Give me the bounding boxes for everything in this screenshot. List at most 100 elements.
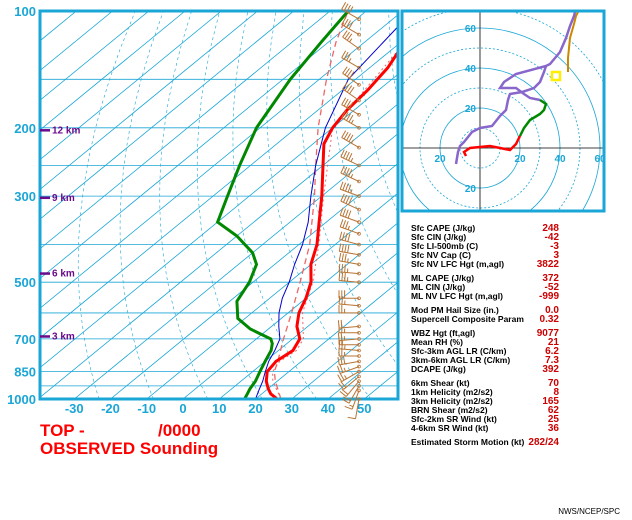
- wind-barb: [342, 66, 361, 87]
- isotherm--60: [40, 43, 398, 339]
- index-value: -999: [539, 291, 559, 302]
- index-value: 70: [548, 378, 560, 389]
- index-row: DCAPE (J/kg) 392: [411, 364, 559, 375]
- index-row: Sfc CIN (J/kg) -42: [411, 232, 559, 243]
- virtual-temperature-trace: [272, 49, 398, 399]
- index-row: Sfc-3km AGL LR (C/km) 6.2: [411, 346, 559, 357]
- index-row: Mod PM Hail Size (in.) 0.0: [411, 305, 559, 316]
- index-value: 21: [548, 337, 560, 348]
- index-value: 9077: [537, 328, 560, 339]
- index-label: DCAPE (J/kg): [411, 364, 466, 374]
- pressure-tick-label: 700: [14, 332, 36, 347]
- index-label: Estimated Storm Motion (kt): [411, 437, 525, 447]
- index-row: 3km Helicity (m2/s2) 165: [411, 396, 559, 407]
- index-row: Sfc LI-500mb (C) -3: [411, 241, 559, 252]
- wind-barb: [341, 17, 361, 37]
- dewpoint-trace: [215, 11, 350, 399]
- height-marker-label: 6 km: [52, 269, 75, 280]
- index-value: 3: [553, 250, 559, 261]
- hodograph-ring-labels: 20 20 40 40 60 60 20 20: [434, 24, 606, 195]
- pressure-tick-label: 300: [14, 189, 36, 204]
- index-label: Mean RH (%): [411, 337, 463, 347]
- index-value: 6.2: [545, 346, 559, 357]
- isotherm--80: [40, 11, 367, 280]
- index-label: Sfc NV Cap (C): [411, 250, 471, 260]
- hodograph-ring-label: 20: [514, 154, 526, 165]
- index-label: 6km Shear (kt): [411, 378, 470, 388]
- wind-barb: [341, 97, 361, 117]
- index-label: Sfc CAPE (J/kg): [411, 223, 475, 233]
- isotherm--110: [40, 11, 258, 190]
- index-value: -52: [545, 282, 560, 293]
- dry-adiabat: [298, 11, 398, 366]
- index-label: BRN Shear (m2/s2): [411, 405, 488, 415]
- isotherm--20: [110, 162, 398, 399]
- wind-barb: [347, 397, 361, 420]
- hodograph-orange-trace: [567, 11, 580, 72]
- index-row: 6km Shear (kt) 70: [411, 378, 559, 389]
- index-row: WBZ Hgt (ft,agl) 9077: [411, 328, 559, 339]
- index-label: ML CIN (J/kg): [411, 282, 465, 292]
- hodograph-ring-label: 40: [554, 154, 566, 165]
- wind-barb: [338, 243, 361, 257]
- height-markers: 12 km 9 km 6 km 3 km: [40, 125, 80, 342]
- index-value: 8: [553, 387, 559, 398]
- dry-adiabat: [196, 11, 263, 399]
- isotherm--100: [40, 11, 295, 220]
- isotherm--70: [40, 14, 398, 309]
- index-row: BRN Shear (m2/s2) 62: [411, 405, 559, 416]
- index-value: 165: [542, 396, 559, 407]
- temperature-tick-label: -30: [65, 401, 84, 416]
- wind-barb: [338, 304, 361, 315]
- index-label: 3km Helicity (m2/s2): [411, 396, 493, 406]
- index-value: -42: [545, 232, 560, 243]
- index-label: ML NV LFC Hgt (m,agl): [411, 291, 503, 301]
- title-station: TOP -: [40, 421, 85, 440]
- dry-adiabat: [119, 11, 164, 399]
- skewt-grid: [40, 11, 398, 399]
- wind-barbs: [337, 2, 361, 420]
- isotherm--140: [40, 11, 150, 101]
- index-value: 36: [548, 423, 560, 434]
- index-row: ML CIN (J/kg) -52: [411, 282, 559, 293]
- index-label: Sfc-2km SR Wind (kt): [411, 414, 497, 424]
- pressure-tick-label: 1000: [7, 392, 36, 407]
- temperature-trace: [264, 49, 398, 399]
- wetbulb-trace: [255, 25, 398, 399]
- index-label: Mod PM Hail Size (in.): [411, 305, 499, 315]
- dry-adiabat: [77, 11, 136, 399]
- storm-motion-marker: [550, 70, 562, 82]
- isotherm-30: [291, 311, 398, 399]
- height-marker-label: 3 km: [52, 331, 75, 342]
- wind-barb: [340, 165, 361, 184]
- height-marker-label: 9 km: [52, 193, 75, 204]
- isotherm--50: [40, 73, 398, 369]
- dry-adiabat: [159, 11, 209, 399]
- wind-barb: [337, 369, 361, 383]
- temperature-tick-label: 0: [179, 401, 186, 416]
- index-label: Sfc CIN (J/kg): [411, 232, 466, 242]
- isotherm--120: [40, 11, 222, 161]
- index-label: Supercell Composite Param: [411, 314, 524, 324]
- hodograph-ring-label: 20: [465, 184, 477, 195]
- hodograph-violet-trace: [454, 65, 548, 165]
- wind-barb: [342, 30, 361, 51]
- hodograph-ring-label: 20: [434, 154, 446, 165]
- index-value: 25: [548, 414, 560, 425]
- index-row: Estimated Storm Motion (kt) 282/24: [411, 437, 559, 448]
- index-value: 3822: [537, 259, 560, 270]
- wind-barb: [338, 263, 361, 276]
- wind-barb: [338, 336, 361, 347]
- index-value: -3: [550, 241, 559, 252]
- skewt-panel: 100 200 300 500 700 850 1000 -30 -20 -10 0 10 20 30 4…: [7, 2, 400, 420]
- index-label: Sfc LI-500mb (C): [411, 241, 478, 251]
- dry-adiabat: [359, 11, 398, 214]
- index-value: 372: [542, 273, 559, 284]
- parcel-trace: [273, 11, 349, 399]
- isotherm--10: [146, 192, 398, 399]
- index-row: ML NV LFC Hgt (m,agl) -999: [411, 291, 559, 302]
- wind-barb: [344, 388, 361, 410]
- temperature-tick-label: -20: [101, 401, 120, 416]
